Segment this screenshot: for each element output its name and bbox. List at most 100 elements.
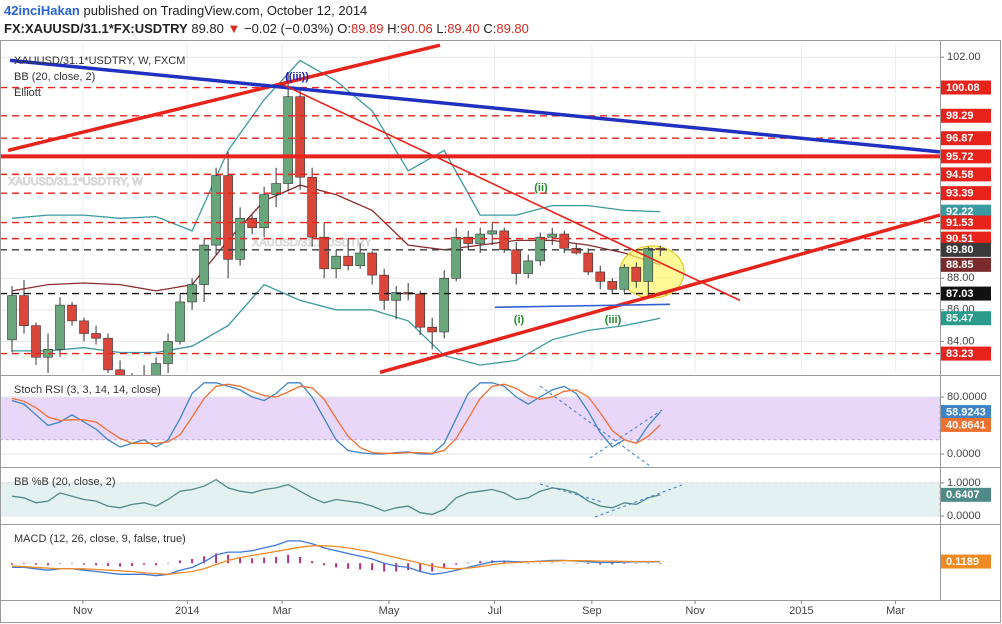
- ohlc-value: 90.06: [400, 21, 433, 36]
- author[interactable]: 42inciHakan: [4, 3, 80, 18]
- drawing-line: [589, 409, 663, 459]
- indicator-line: [12, 540, 661, 577]
- candle-body: [223, 175, 233, 260]
- price-label: 90.51: [946, 233, 974, 245]
- candle-body: [391, 292, 401, 301]
- elliott-label: (i): [514, 314, 525, 326]
- price-label-box: [941, 80, 991, 95]
- candle-body: [571, 247, 582, 254]
- candle-body: [499, 230, 510, 251]
- ohlc-label: H:: [387, 21, 401, 36]
- elliott-label: (ii): [534, 182, 548, 194]
- candle-body: [451, 236, 461, 279]
- price-label: 94.58: [946, 169, 974, 181]
- macd-histogram-bar: [539, 562, 542, 564]
- y-tick-label: 0.0000: [947, 510, 981, 522]
- pane: [11, 540, 662, 577]
- x-tick-label: 2015: [789, 605, 813, 617]
- x-tick-label: 2014: [175, 605, 199, 617]
- macd-histogram-bar: [383, 563, 386, 572]
- ohlc-value: 89.40: [447, 21, 480, 36]
- price-label-box: [941, 311, 991, 326]
- indicator-line: [11, 545, 661, 575]
- candle-body: [271, 183, 281, 195]
- macd-histogram-bar: [203, 556, 206, 564]
- candle-body: [199, 244, 209, 285]
- macd-histogram-bar: [563, 562, 566, 564]
- price-label-box: [941, 149, 991, 164]
- macd-histogram-bar: [107, 563, 110, 566]
- price-label: 100.08: [946, 82, 980, 94]
- candle-body: [607, 281, 618, 290]
- y-tick-label: 84.00: [947, 335, 975, 347]
- candle-body: [331, 255, 341, 270]
- macd-histogram-bar: [647, 563, 650, 564]
- macd-histogram-bar: [659, 563, 662, 564]
- price-label: 0.6407: [946, 489, 980, 501]
- macd-histogram-bar: [119, 563, 122, 567]
- ohlc-value: 89.89: [351, 21, 384, 36]
- x-tick-label: Jul: [488, 605, 502, 617]
- y-tick-label: 80.0000: [947, 391, 987, 403]
- price-label-box: [941, 257, 991, 272]
- macd-histogram-bar: [419, 563, 422, 572]
- price-label: 93.39: [946, 188, 974, 200]
- candle-body: [367, 252, 377, 276]
- macd-histogram-bar: [71, 563, 74, 564]
- price-label-box: [941, 231, 991, 246]
- elliott-label: (iii): [605, 314, 622, 326]
- macd-histogram-bar: [455, 563, 458, 565]
- price-label: 87.03: [946, 288, 974, 300]
- price-label: 96.87: [946, 133, 974, 145]
- y-tick-label: 0.0000: [947, 448, 981, 460]
- pane-title: Stoch RSI (3, 3, 14, 14, close): [14, 384, 161, 396]
- macd-histogram-bar: [179, 560, 182, 564]
- candle-body: [79, 320, 89, 334]
- macd-histogram-bar: [95, 563, 98, 566]
- direction: ▼: [227, 21, 241, 36]
- price-label-box: [941, 346, 991, 361]
- price-label: 92.22: [946, 206, 974, 218]
- candle-body: [619, 266, 630, 290]
- macd-histogram-bar: [299, 556, 302, 564]
- drawing-line: [539, 385, 651, 467]
- price-label-box: [941, 417, 991, 432]
- pane-title: XAUUSD/31.1*USDTRY, W, FXCM: [14, 55, 185, 67]
- macd-histogram-bar: [263, 557, 266, 564]
- candle-body: [295, 96, 305, 178]
- trend-line: [7, 43, 441, 153]
- trend-line: [379, 213, 940, 375]
- candle-body: [283, 96, 293, 184]
- y-tick-label: 88.00: [947, 272, 975, 284]
- price-label-box: [941, 215, 991, 230]
- x-tick-label: Mar: [273, 605, 292, 617]
- candle-body: [631, 266, 642, 282]
- macd-histogram-bar: [443, 563, 446, 569]
- candle-body: [523, 260, 534, 274]
- candle-body: [559, 233, 570, 249]
- trend-line: [494, 303, 671, 309]
- price-label: 83.23: [946, 348, 974, 360]
- macd-histogram-bar: [371, 563, 374, 571]
- candle-body: [319, 236, 329, 270]
- macd-histogram-bar: [527, 563, 530, 564]
- pane: [1, 478, 940, 517]
- pane-title: MACD (12, 26, close, 9, false, true): [14, 533, 186, 545]
- candle-body: [163, 341, 173, 364]
- trend-line: [279, 82, 741, 302]
- macd-histogram-bar: [431, 563, 434, 572]
- price-label-box: [941, 487, 991, 502]
- trend-line: [9, 58, 940, 154]
- macd-histogram-bar: [251, 558, 254, 564]
- candle-body: [415, 293, 425, 328]
- macd-histogram-bar: [47, 563, 50, 566]
- macd-histogram-bar: [155, 563, 158, 566]
- macd-histogram-bar: [239, 557, 242, 564]
- price-label-box: [941, 108, 991, 123]
- macd-histogram-bar: [215, 553, 218, 564]
- macd-histogram-bar: [623, 563, 626, 564]
- x-tick-label: Sep: [582, 605, 602, 617]
- x-tick-label: Mar: [886, 605, 905, 617]
- price-label-box: [941, 204, 991, 219]
